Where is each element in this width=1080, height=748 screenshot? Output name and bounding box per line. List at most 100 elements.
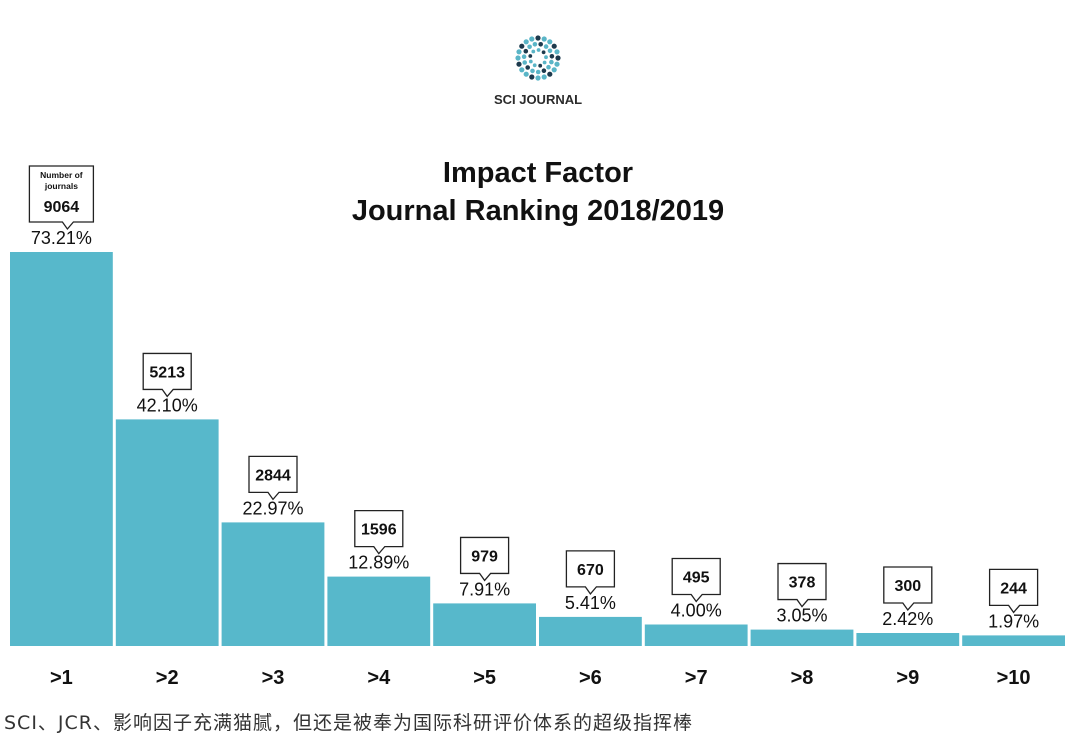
logo-dot [529, 74, 535, 80]
logo-dot [543, 44, 549, 49]
callout-box [28, 165, 95, 231]
logo-dot [535, 69, 541, 75]
percentage-label: 4.00% [671, 601, 722, 621]
logo-dot [555, 55, 561, 61]
logo-dot [523, 39, 529, 45]
bar-series [10, 252, 1065, 646]
bar [644, 624, 748, 646]
bar [856, 633, 960, 646]
category-label: >8 [791, 667, 814, 689]
logo-dots-icon [515, 35, 561, 81]
count-caption-line-1: Number of [40, 170, 83, 180]
logo-dot [532, 42, 538, 47]
sci-journal-logo: SCI JOURNAL [494, 35, 582, 107]
category-label: >4 [367, 667, 391, 689]
logo-dot [523, 71, 529, 77]
logo-dot [529, 36, 535, 42]
bar [962, 635, 1065, 646]
journal-count-label: 300 [894, 578, 921, 595]
category-labels: >1 >2 >3 >4 >5 >6 >7 >8 >9 >10 [50, 667, 1031, 689]
journal-count-label: 378 [789, 575, 816, 592]
journal-count-label: 5213 [149, 364, 185, 381]
logo-dot [532, 63, 537, 68]
journal-count-label: 1596 [361, 522, 397, 539]
logo-dot [536, 48, 541, 52]
callout-box [988, 568, 1039, 614]
logo-dot [544, 55, 548, 60]
category-label: >9 [896, 667, 919, 689]
percentage-labels: 73.21% 42.10% 22.97% 12.89% 7.91% 5.41% 4.00% 3… [31, 228, 1039, 631]
percentage-label: 22.97% [242, 498, 303, 518]
callout-box [354, 509, 404, 555]
category-label: >1 [50, 667, 73, 689]
callout-box [459, 536, 510, 582]
bar [750, 629, 854, 646]
callout-box [142, 352, 192, 398]
bar [115, 419, 219, 646]
logo-dot [554, 61, 560, 67]
category-label: >5 [473, 667, 496, 689]
callout-box [671, 557, 721, 603]
logo-dot [541, 74, 547, 80]
logo-dot [516, 49, 522, 55]
category-label: >2 [156, 667, 179, 689]
logo-dot [541, 36, 547, 42]
chart-title-line-1: Impact Factor [443, 157, 633, 189]
logo-dot [527, 44, 532, 50]
journal-count-label: 244 [1000, 580, 1027, 597]
category-label: >10 [997, 667, 1031, 689]
logo-dot [551, 43, 557, 49]
logo-dot [519, 43, 525, 49]
callout-box [777, 562, 827, 608]
logo-text: SCI JOURNAL [494, 92, 582, 107]
logo-dot [541, 50, 546, 55]
logo-dot [554, 49, 560, 55]
logo-dot [516, 61, 522, 67]
logo-dot [522, 60, 527, 65]
percentage-label: 5.41% [565, 593, 616, 613]
bar [433, 603, 536, 646]
percentage-label: 73.21% [31, 228, 92, 248]
percentage-label: 7.91% [459, 579, 510, 599]
logo-dot [549, 54, 555, 59]
image-caption: SCI、JCR、影响因子充满猫腻，但还是被奉为国际科研评价体系的超级指挥棒 [4, 712, 694, 734]
journal-count-label: 2844 [255, 467, 291, 484]
percentage-label: 1.97% [988, 611, 1039, 631]
percentage-label: 42.10% [137, 395, 198, 415]
logo-dot [541, 68, 547, 73]
bar [539, 616, 642, 646]
count-caption-line-2: journals [44, 181, 78, 191]
callout-box [565, 550, 616, 595]
logo-dot [546, 64, 551, 70]
journal-count-label: 670 [577, 562, 604, 579]
bar [221, 522, 325, 646]
logo-dot [523, 48, 529, 54]
journal-count-label: 979 [471, 548, 498, 565]
logo-dot [521, 54, 527, 59]
chart-title-line-2: Journal Ranking 2018/2019 [352, 195, 724, 227]
logo-dot [531, 49, 536, 54]
logo-dot [515, 55, 521, 61]
logo-dot [528, 54, 533, 58]
logo-dot [547, 71, 553, 77]
logo-dot [530, 68, 535, 74]
category-label: >3 [262, 667, 285, 689]
logo-dot [538, 63, 543, 68]
logo-dot [549, 59, 554, 65]
category-label: >6 [579, 667, 602, 689]
callout-box [248, 455, 298, 501]
percentage-label: 12.89% [348, 553, 409, 573]
callout-box [883, 566, 933, 612]
journal-count-label: 495 [683, 570, 710, 587]
percentage-label: 3.05% [776, 606, 827, 626]
logo-dot [525, 65, 530, 70]
logo-dot [535, 75, 541, 81]
logo-dot [547, 48, 553, 54]
bar [10, 252, 113, 646]
journal-count-label: 9064 [44, 199, 80, 216]
logo-dot [528, 59, 533, 64]
percentage-label: 2.42% [882, 609, 933, 629]
logo-dot [538, 42, 543, 47]
